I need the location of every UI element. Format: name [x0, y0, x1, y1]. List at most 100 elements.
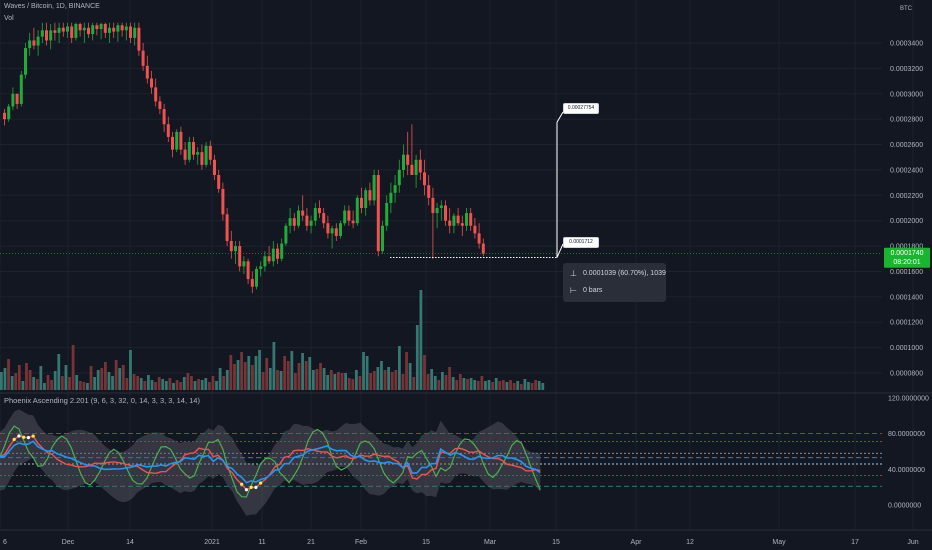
candle-body	[305, 215, 309, 226]
candle-body	[263, 256, 267, 267]
volume-bar	[501, 380, 505, 390]
indicator-axis-label: 0.0000000	[888, 503, 921, 510]
volume-bar	[423, 355, 426, 390]
candle-body	[351, 220, 355, 224]
candle-body	[3, 112, 6, 120]
volume-bar	[337, 372, 340, 390]
price-range-measure[interactable]	[390, 111, 564, 258]
candle-body	[360, 197, 363, 208]
candle-body	[406, 154, 410, 165]
candle-body	[301, 210, 305, 216]
time-axis-label: Apr	[631, 539, 643, 546]
volume-bar	[451, 377, 455, 390]
volume-bar	[225, 370, 229, 390]
volume-bar	[344, 373, 347, 390]
volume-bar	[283, 356, 287, 390]
indicator-signal-dot	[31, 434, 35, 438]
candle-body	[179, 131, 183, 150]
candle-body	[183, 149, 187, 160]
volume-bar	[68, 377, 71, 390]
indicator-signal-dot	[12, 437, 16, 441]
candle-body	[418, 159, 422, 173]
candle-body	[154, 87, 158, 102]
volume-bar	[473, 380, 477, 390]
candle-body	[448, 220, 452, 226]
candle-body	[364, 190, 368, 208]
volume-bar	[46, 375, 50, 390]
volume-bar	[129, 350, 132, 390]
volume-bar	[143, 381, 147, 390]
volume-bar	[290, 351, 294, 390]
candle-body	[133, 27, 137, 38]
volume-bar	[261, 372, 265, 390]
time-axis-label: Feb	[355, 539, 367, 546]
indicator-signal-dot	[249, 485, 253, 489]
volume-bar	[426, 374, 430, 390]
volume-bar	[60, 376, 64, 390]
candle-body	[250, 279, 254, 287]
volume-bar	[190, 376, 193, 390]
volume-bar	[505, 382, 509, 390]
volume-bar	[358, 376, 362, 390]
price-axis-label: 0.0001200	[890, 320, 923, 327]
volume-bar	[93, 377, 97, 390]
indicator-axis-label: 40.0000000	[888, 467, 925, 474]
candle-body	[108, 27, 111, 33]
volume-bar	[537, 381, 541, 390]
volume-bar	[82, 382, 86, 390]
volume-bar	[376, 367, 380, 390]
candle-body	[57, 27, 61, 33]
volume-bar	[197, 379, 200, 390]
price-axis[interactable]: BTC 0.0003400 0.0003200 0.0003000 0.0002800 0…	[884, 6, 930, 378]
time-axis-label: 14	[126, 539, 134, 546]
candle-body	[330, 228, 334, 234]
volume-bar	[491, 382, 495, 390]
candle-body	[326, 223, 330, 234]
candle-body	[116, 25, 120, 32]
volume-bar	[168, 378, 172, 390]
volume-bar	[10, 376, 14, 390]
volume-bar	[258, 350, 261, 390]
time-axis-label: May	[772, 539, 786, 546]
volume-bar	[14, 373, 18, 390]
candle-body	[427, 185, 431, 198]
candle-body	[385, 202, 389, 226]
candle-body	[339, 223, 342, 236]
candle-body	[347, 210, 351, 221]
volume-bar	[476, 381, 480, 390]
indicator-signal-dot	[22, 435, 26, 439]
price-axis-label: 0.0002200	[890, 193, 923, 200]
candle-body	[40, 30, 44, 37]
volume-bar	[71, 345, 75, 390]
indicator-axis[interactable]: 120.0000000 80.0000000 40.0000000 0.0000000	[888, 396, 929, 510]
candle-body	[477, 233, 481, 244]
time-axis-label: 2021	[204, 539, 220, 546]
volume-bar	[157, 377, 161, 390]
candle-body	[431, 197, 435, 214]
volume-bar	[437, 380, 441, 390]
candle-body	[284, 225, 288, 244]
candle-body	[276, 248, 279, 259]
volume-bar	[498, 381, 502, 390]
volume-bar	[3, 368, 7, 390]
volume-bar	[200, 380, 204, 390]
volume-bar	[21, 381, 25, 390]
volume-bar	[297, 363, 301, 390]
current-price-value: 0.0001740	[890, 250, 923, 257]
candle-body	[28, 40, 32, 49]
volume-bar	[534, 380, 538, 390]
volume-bar	[347, 378, 351, 390]
indicator-signal-dot	[254, 485, 258, 489]
candle-body	[259, 266, 263, 269]
volume-bar	[362, 352, 365, 390]
candle-body	[318, 208, 321, 214]
volume-bar	[390, 372, 394, 390]
candle-body	[192, 142, 195, 155]
candle-body	[66, 26, 69, 32]
candle-body	[444, 205, 447, 221]
time-axis[interactable]: 6 Dec 14 2021 11 21 Feb 15 Mar 15 Apr 12 May 17 Jun	[0, 529, 932, 546]
volume-bar	[369, 373, 373, 390]
candle-body	[423, 172, 426, 186]
measure-bottom-connector	[556, 243, 564, 258]
